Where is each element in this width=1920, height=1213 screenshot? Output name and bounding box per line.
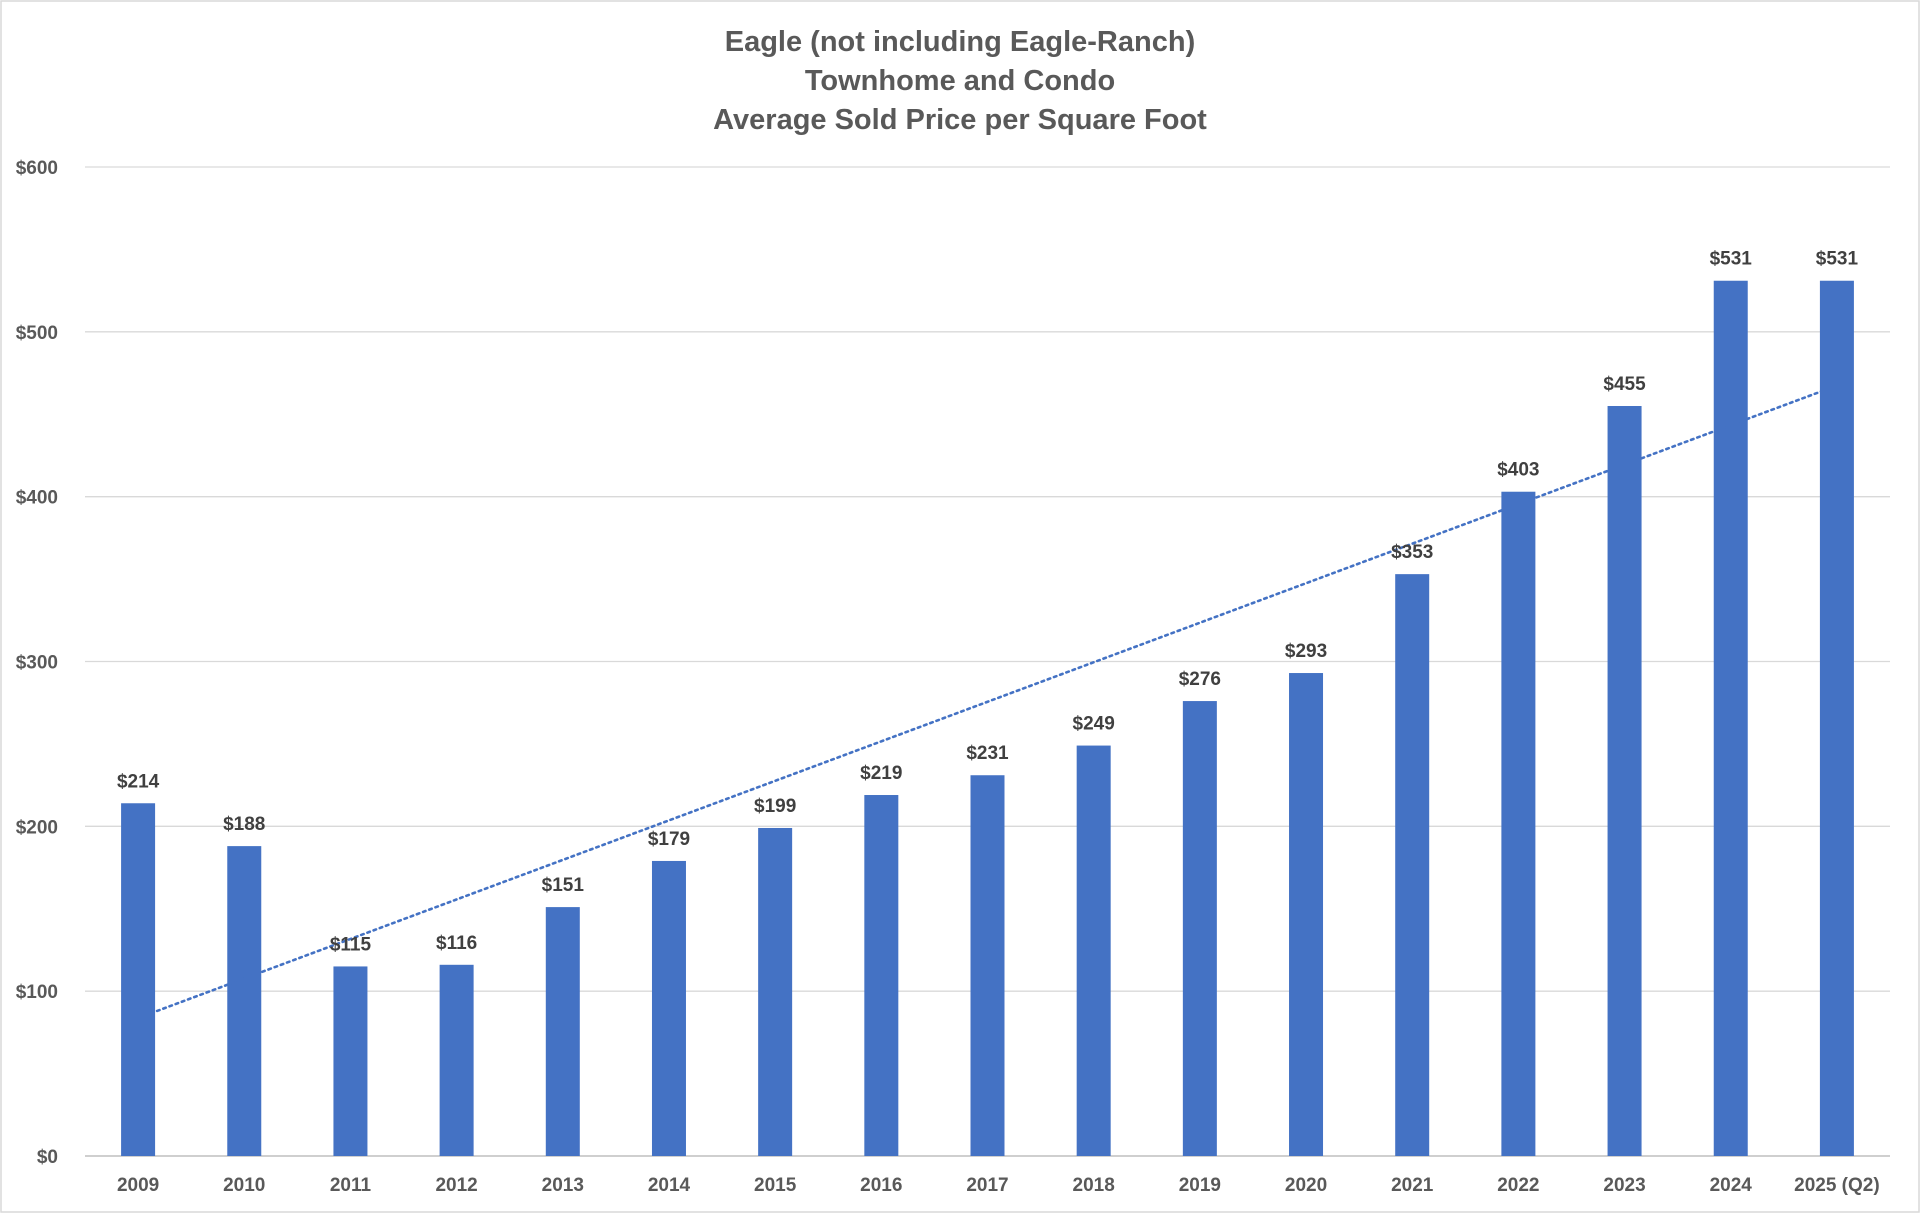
y-tick-label: $300 [16,653,58,674]
data-label: $353 [1391,542,1433,563]
data-label: $116 [436,933,477,954]
y-tick-label: $100 [16,982,58,1003]
data-label: $531 [1710,249,1753,270]
data-label: $231 [966,743,1009,764]
bar-2009 [121,803,156,1156]
data-label: $151 [542,875,585,896]
data-label: $293 [1285,641,1327,662]
data-label: $179 [648,829,690,850]
y-tick-label: $400 [16,488,58,509]
chart-title: Eagle (not including Eagle-Ranch) Townhom… [713,26,1207,136]
bar-2016 [864,795,899,1156]
chart-title-line-3: Average Sold Price per Square Foot [713,104,1207,136]
x-tick-label: 2018 [1073,1175,1115,1196]
bar-2014 [651,860,686,1156]
x-tick-label: 2010 [223,1175,265,1196]
x-tick-label: 2012 [435,1175,477,1196]
bar-2019 [1182,701,1217,1156]
x-tick-label: 2016 [860,1175,902,1196]
x-tick-label: 2009 [117,1175,159,1196]
x-tick-label: 2011 [330,1175,372,1196]
data-label: $276 [1179,669,1221,690]
bar-2012 [439,964,474,1156]
data-label: $188 [223,814,265,835]
x-tick-label: 2017 [966,1175,1008,1196]
data-label: $249 [1073,714,1115,735]
x-axis-tick-labels: 2009 2010 2011 2012 2013 2014 2015 2016 2017 2018… [117,1175,1880,1196]
x-tick-label: 2013 [542,1175,584,1196]
chart-title-line-1: Eagle (not including Eagle-Ranch) [725,26,1195,58]
bars [121,280,1854,1157]
x-tick-label: 2021 [1391,1175,1434,1196]
y-tick-label: $500 [16,323,58,344]
data-label: $403 [1497,460,1539,481]
data-label: $199 [754,796,796,817]
trendline-linear [155,389,1824,1013]
y-axis-tick-labels: $0 $100 $200 $300 $400 $500 $600 [16,158,58,1168]
x-tick-label: 2022 [1497,1175,1539,1196]
y-tick-label: $600 [16,158,58,179]
x-tick-label: 2015 [754,1175,797,1196]
data-label: $531 [1816,249,1859,270]
bar-2013 [545,907,580,1156]
bar-2015 [758,827,793,1156]
bar-2023 [1607,406,1642,1157]
data-label: $455 [1603,374,1646,395]
bar-2017 [970,775,1005,1156]
bar-2024 [1713,280,1748,1156]
data-labels: $214 $188 $115 $116 $151 $179 $199 $219 $231 $249… [117,249,1859,956]
x-tick-label: 2025 (Q2) [1794,1175,1880,1196]
bar-2010 [227,846,262,1156]
bar-2022 [1501,491,1536,1156]
chart-title-line-2: Townhome and Condo [805,65,1115,97]
bar-2018 [1076,745,1111,1156]
x-tick-label: 2014 [648,1175,691,1196]
trendline [155,389,1824,1013]
y-tick-label: $0 [37,1147,58,1168]
bar-2020 [1289,673,1324,1156]
bar-2021 [1395,574,1430,1156]
y-tick-label: $200 [16,817,58,838]
data-label: $214 [117,771,160,792]
data-label: $115 [330,934,372,955]
bar-2011 [333,966,368,1156]
x-tick-label: 2023 [1603,1175,1645,1196]
data-label: $219 [860,763,902,784]
x-tick-label: 2019 [1179,1175,1221,1196]
bar-2025-Q2- [1819,280,1854,1156]
x-tick-label: 2020 [1285,1175,1327,1196]
x-tick-label: 2024 [1710,1175,1753,1196]
